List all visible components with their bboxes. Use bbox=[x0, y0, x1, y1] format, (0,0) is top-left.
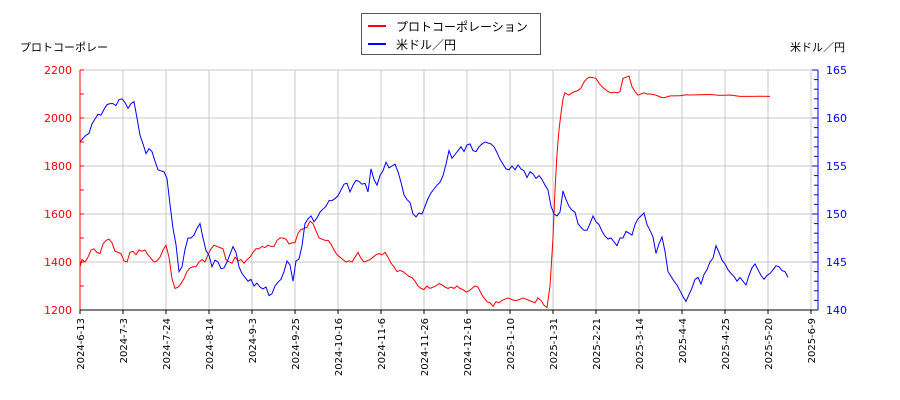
legend-item-usdjpy: 米ドル／円 bbox=[368, 35, 456, 53]
series-layer bbox=[79, 75, 789, 309]
right-axis-tick-label: 155 bbox=[826, 160, 847, 173]
legend-swatch-red bbox=[368, 25, 386, 27]
x-axis-tick-label: 2024-11-26 bbox=[420, 318, 431, 376]
left-axis-tick-label: 1200 bbox=[44, 304, 72, 317]
x-axis-tick-label: 2025-1-10 bbox=[506, 318, 517, 370]
x-axis-tick-label: 2025-5-20 bbox=[764, 318, 775, 370]
x-axis-tick-label: 2024-10-16 bbox=[334, 318, 345, 376]
x-axis-tick-label: 2025-4-25 bbox=[721, 318, 732, 370]
x-axis-tick-label: 2024-7-3 bbox=[119, 318, 130, 363]
x-axis-tick-label: 2025-3-14 bbox=[635, 318, 646, 370]
right-axis-tick-label: 165 bbox=[826, 64, 847, 77]
x-axis-tick-label: 2024-9-25 bbox=[291, 318, 302, 370]
left-axis-tick-label: 1800 bbox=[44, 160, 72, 173]
x-axis-tick-label: 2025-2-21 bbox=[592, 318, 603, 370]
left-axis-tick-label: 2000 bbox=[44, 112, 72, 125]
legend-item-stock: プロトコーポレーション bbox=[368, 17, 528, 35]
left-axis-tick-label: 2200 bbox=[44, 64, 72, 77]
x-axis-tick-label: 2025-1-31 bbox=[549, 318, 560, 370]
right-axis-tick-label: 140 bbox=[826, 304, 847, 317]
right-axis-title: 米ドル／円 bbox=[790, 41, 845, 54]
series-line bbox=[79, 75, 771, 309]
x-axis-tick-label: 2024-11-6 bbox=[377, 318, 388, 370]
x-axis-tick-label: 2024-7-24 bbox=[162, 318, 173, 370]
x-axis-tick-label: 2024-9-3 bbox=[248, 318, 259, 363]
axes: 1200 1400 1600 1800 2000 2200 140 145 150 155 160 1… bbox=[44, 64, 847, 376]
right-axis-tick-label: 150 bbox=[826, 208, 847, 221]
legend-swatch-blue bbox=[368, 43, 386, 45]
x-axis-tick-label: 2025-4-4 bbox=[678, 318, 689, 363]
left-axis-tick-label: 1400 bbox=[44, 256, 72, 269]
right-axis-tick-label: 145 bbox=[826, 256, 847, 269]
x-axis-tick-label: 2024-12-16 bbox=[463, 318, 474, 376]
right-axis-tick-label: 160 bbox=[826, 112, 847, 125]
series-line bbox=[79, 98, 789, 303]
grid-lines bbox=[80, 69, 818, 311]
legend: プロトコーポレーション 米ドル／円 bbox=[361, 13, 541, 55]
x-axis-tick-label: 2024-8-14 bbox=[205, 318, 216, 370]
legend-label-stock: プロトコーポレーション bbox=[396, 19, 528, 34]
left-axis-tick-label: 1600 bbox=[44, 208, 72, 221]
x-axis-tick-label: 2024-6-13 bbox=[76, 318, 87, 370]
left-axis-title: プロトコーポレー bbox=[20, 41, 108, 54]
x-axis-tick-label: 2025-6-9 bbox=[807, 318, 818, 363]
legend-label-usdjpy: 米ドル／円 bbox=[396, 37, 457, 52]
